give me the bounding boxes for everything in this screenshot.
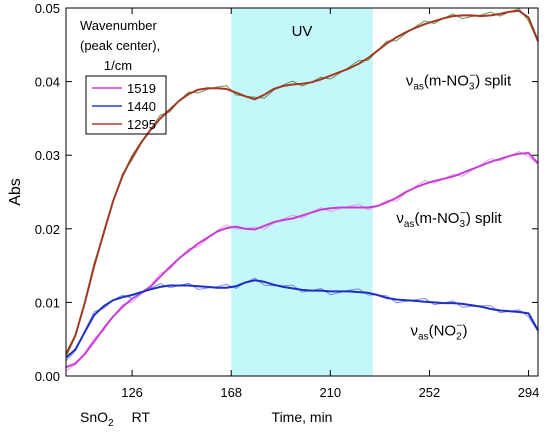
plot-frame — [65, 7, 539, 377]
y-tick-label-4: 0.04 — [35, 75, 60, 90]
annotation-ann-1440-part-1: as — [404, 219, 415, 230]
y-tick-label-3: 0.03 — [35, 148, 60, 163]
annotation-ann-1295-part-5: ) split — [475, 72, 512, 89]
x-tick-label-210: 210 — [319, 385, 341, 400]
legend-box — [85, 75, 167, 135]
series-1295-line — [65, 9, 539, 355]
annotation-ann-1295-part-4: − — [469, 70, 475, 81]
legend-label-1440: 1440 — [127, 99, 156, 114]
series-1440-line — [65, 279, 539, 359]
x-tick-label-294: 294 — [518, 385, 540, 400]
legend-label-1519: 1519 — [127, 81, 156, 96]
annotation-ann-1519-part-3: 2 — [456, 332, 462, 343]
annotation-ann-1519-part-5: ) — [463, 323, 468, 340]
legend-label-1295: 1295 — [127, 117, 156, 132]
annotation-ann-1440: νas(m-NO3−) split — [396, 208, 502, 230]
y-tick-label-1: 0.01 — [35, 295, 60, 310]
legend-title-line-3: 1/cm — [104, 58, 132, 73]
uv-band-label: UV — [292, 23, 313, 40]
annotation-ann-1440-part-3: 3 — [459, 219, 465, 230]
axis-text: Abs Time, min UV SnO2 RT — [7, 23, 332, 429]
annotation-ann-1440-part-5: ) split — [466, 210, 503, 227]
legend: Wavenumber (peak center), 1/cm 151914401… — [80, 18, 167, 135]
x-axis-label: Time, min — [272, 409, 333, 425]
annotation-ann-1295-part-1: as — [413, 81, 424, 92]
sample-caption: SnO2 RT — [80, 409, 150, 429]
series-layer — [65, 8, 539, 371]
x-tick-label-168: 168 — [220, 385, 242, 400]
legend-title-line-2: (peak center), — [80, 38, 160, 53]
annotation-ann-1440-part-4: − — [460, 208, 466, 219]
caption-material-subscript: 2 — [108, 418, 114, 429]
caption-material: SnO — [80, 409, 108, 425]
y-tick-label-2: 0.02 — [35, 222, 60, 237]
y-tick-label-5: 0.05 — [35, 1, 60, 16]
legend-title-line-1: Wavenumber — [80, 18, 157, 33]
annotation-ann-1440-part-2: (m-NO — [414, 210, 459, 227]
x-tick-label-252: 252 — [419, 385, 441, 400]
annotation-ann-1519-part-2: (NO — [429, 323, 457, 340]
annotation-ann-1519-part-4: − — [457, 321, 463, 332]
y-tick-label-0: 0.00 — [35, 369, 60, 384]
annotation-ann-1519-part-0: ν — [411, 323, 419, 340]
annotation-ann-1440-part-0: ν — [396, 210, 404, 227]
annotation-ann-1295-part-2: (m-NO — [424, 72, 469, 89]
legend-entries: 1519 1440 1295 — [92, 81, 156, 132]
axis-ticks: 126 168 210 252 294 0.00 0.01 0.02 0.03 0.04 0.05 — [35, 1, 540, 400]
x-tick-label-126: 126 — [121, 385, 143, 400]
uv-band-layer — [231, 8, 373, 376]
uv-band — [231, 8, 373, 376]
caption-condition: RT — [132, 409, 151, 425]
y-axis-label: Abs — [7, 178, 24, 206]
annotation-ann-1295-part-3: 3 — [469, 81, 475, 92]
annotation-ann-1295-part-0: ν — [406, 72, 414, 89]
annotation-ann-1295: νas(m-NO3−) split — [406, 70, 512, 92]
annotation-ann-1519: νas(NO2−) — [411, 321, 468, 343]
annotation-ann-1519-part-1: as — [418, 332, 429, 343]
